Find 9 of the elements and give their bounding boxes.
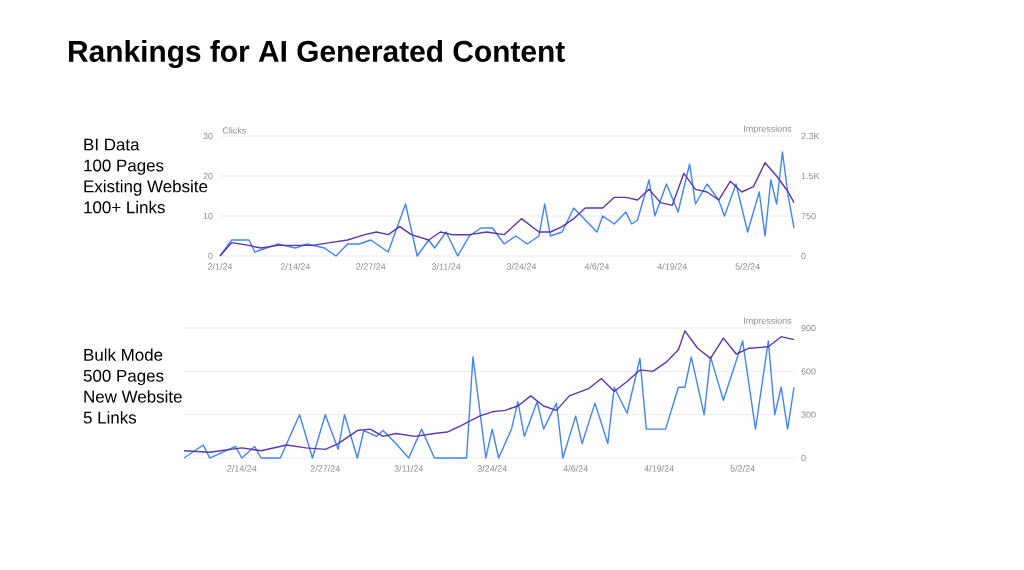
chart-title: Rankings for AI Generated Content: [69, 40, 565, 69]
text: BI Data: [84, 138, 140, 151]
text: 5 Links: [83, 411, 137, 424]
text: Bulk Mode: [84, 348, 163, 361]
text: 500 Pages: [83, 369, 164, 386]
text: 100+ Links: [84, 200, 165, 214]
text: Existing Website: [84, 179, 208, 196]
text: New Website: [84, 390, 182, 403]
text: 100 Pages: [84, 159, 164, 175]
